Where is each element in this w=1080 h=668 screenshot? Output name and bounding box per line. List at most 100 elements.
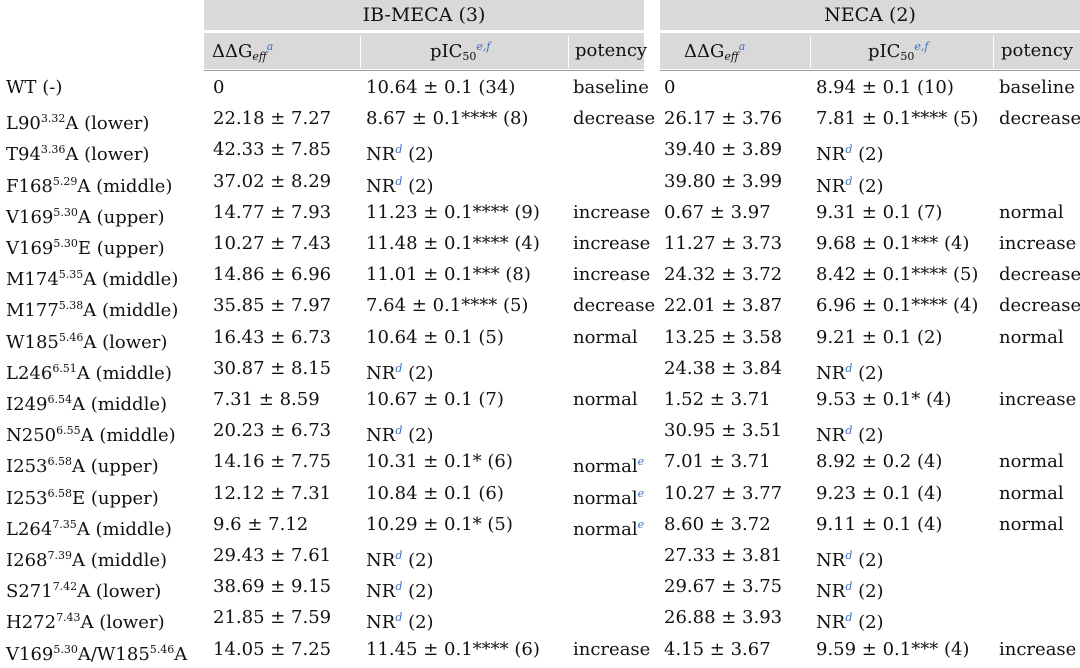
- ibmeca-potency-cell: decrease: [573, 108, 655, 130]
- ibmeca-pic50-cell: NRd (2): [366, 576, 434, 603]
- mutant-position: 6.54: [47, 393, 72, 406]
- ibmeca-pic50-cell: 10.84 ± 0.1 (6): [366, 483, 504, 505]
- pic-subscript: 50: [900, 50, 915, 63]
- ddg-footnote: a: [266, 40, 274, 53]
- ibmeca-pic50-n: (2): [402, 425, 434, 447]
- ibmeca-potency-cell: normal: [573, 327, 638, 349]
- ibmeca-ddg-cell: 21.85 ± 7.59: [213, 607, 331, 629]
- ibmeca-pic50-footnote: d: [395, 611, 403, 625]
- mutant-residue: M174: [6, 269, 59, 291]
- ibmeca-pic50-n: (2): [402, 362, 434, 384]
- neca-pic50-footnote: d: [845, 174, 853, 188]
- neca-pic50-cell: NRd (2): [816, 576, 884, 603]
- neca-ddg-cell: 26.17 ± 3.76: [664, 108, 782, 130]
- ibmeca-ddg-cell: 16.43 ± 6.73: [213, 327, 331, 349]
- mutant-label: M1775.38A (middle): [6, 295, 178, 322]
- mutant-label: I2536.58A (upper): [6, 451, 159, 478]
- ibmeca-pic50-footnote: d: [395, 424, 403, 438]
- group-name: IB-MECA: [362, 4, 453, 26]
- neca-pic50-value: 8.94 ± 0.1 (10): [816, 77, 954, 98]
- neca-pic50-footnote: d: [845, 143, 853, 157]
- ibmeca-potency-value: normal: [573, 326, 638, 348]
- mutant-residue: WT (-): [6, 77, 63, 98]
- neca-pic50-cell: NRd (2): [816, 139, 884, 166]
- neca-ddg-value: 10.27 ± 3.77: [664, 482, 783, 504]
- header-column-divider: [993, 36, 994, 68]
- ibmeca-potency-value: baseline: [573, 77, 649, 98]
- mutant-position: 5.30: [53, 205, 78, 219]
- neca-potency-value: decrease: [999, 264, 1080, 286]
- ddg-footnote: a: [738, 40, 746, 53]
- ibmeca-potency-value: increase: [573, 201, 651, 223]
- mutant-change: E (upper): [71, 487, 159, 509]
- neca-ddg-cell: 27.33 ± 3.81: [664, 545, 782, 567]
- neca-ddg-value: 26.88 ± 3.93: [664, 607, 783, 629]
- neca-ddg-value: 29.67 ± 3.75: [664, 576, 783, 598]
- ibmeca-ddg-value: 30.87 ± 8.15: [213, 357, 332, 379]
- neca-pic50-cell: 7.81 ± 0.1**** (5): [816, 108, 978, 130]
- ibmeca-pic50-value: 11.48 ± 0.1**** (4): [366, 233, 540, 254]
- mutant-residue: M177: [6, 300, 59, 322]
- ibmeca-ddg-cell: 14.05 ± 7.25: [213, 639, 331, 661]
- column-header-pic50: pIC50e,f: [868, 40, 928, 63]
- mutant-label: V1695.30A/W1855.46A: [6, 639, 187, 666]
- neca-ddg-cell: 39.40 ± 3.89: [664, 139, 782, 161]
- neca-pic50-cell: NRd (2): [816, 420, 884, 447]
- mutant-change: A (middle): [71, 394, 168, 415]
- ibmeca-ddg-value: 38.69 ± 9.15: [213, 576, 332, 598]
- neca-potency-value: baseline: [999, 77, 1075, 98]
- mutant-change: A (upper): [71, 456, 159, 478]
- neca-pic50-cell: 9.31 ± 0.1 (7): [816, 202, 942, 224]
- neca-potency-value: normal: [999, 201, 1064, 223]
- ibmeca-pic50-cell: NRd (2): [366, 139, 434, 166]
- ibmeca-pic50-cell: 11.45 ± 0.1**** (6): [366, 639, 540, 661]
- ibmeca-ddg-cell: 37.02 ± 8.29: [213, 171, 331, 193]
- ibmeca-pic50-cell: 10.64 ± 0.1 (5): [366, 327, 504, 349]
- ibmeca-pic50-footnote: d: [395, 580, 403, 594]
- neca-pic50-value: 9.31 ± 0.1 (7): [816, 201, 943, 223]
- ddg-symbol: ΔΔG: [212, 41, 253, 62]
- neca-potency-value: decrease: [999, 295, 1080, 317]
- ibmeca-pic50-value: 7.64 ± 0.1**** (5): [366, 295, 529, 317]
- ibmeca-potency-cell: normal: [573, 389, 638, 411]
- mutant-position: 7.39: [47, 549, 72, 562]
- ibmeca-ddg-value: 42.33 ± 7.85: [213, 139, 332, 161]
- neca-ddg-cell: 13.25 ± 3.58: [664, 327, 782, 349]
- ibmeca-ddg-cell: 42.33 ± 7.85: [213, 139, 331, 161]
- neca-potency-cell: increase: [999, 639, 1076, 661]
- mutant-change: A (middle): [80, 425, 176, 447]
- ibmeca-pic50-n: (2): [402, 144, 434, 166]
- group-name: NECA: [824, 4, 883, 26]
- mutant-label: F1685.29A (middle): [6, 171, 172, 198]
- neca-potency-value: normal: [999, 451, 1064, 473]
- ibmeca-potency-footnote: e: [637, 455, 645, 469]
- mutant-residue: V169: [6, 643, 54, 665]
- mutant-label: L903.32A (lower): [6, 108, 149, 135]
- ibmeca-pic50-cell: 10.67 ± 0.1 (7): [366, 389, 504, 411]
- neca-pic50-cell: 8.92 ± 0.2 (4): [816, 451, 942, 473]
- ibmeca-ddg-value: 14.86 ± 6.96: [213, 264, 332, 286]
- neca-ddg-cell: 30.95 ± 3.51: [664, 420, 782, 442]
- neca-potency-value: increase: [999, 233, 1077, 254]
- neca-ddg-value: 22.01 ± 3.87: [664, 295, 783, 317]
- header-column-divider: [568, 36, 569, 68]
- ibmeca-pic50-value: 10.29 ± 0.1* (5): [366, 513, 513, 535]
- neca-ddg-cell: 24.32 ± 3.72: [664, 264, 782, 286]
- neca-pic50-value: NR: [816, 144, 846, 166]
- mutant-change: A (upper): [77, 206, 165, 228]
- neca-ddg-value: 30.95 ± 3.51: [664, 420, 783, 442]
- ddg-subscript: eff: [724, 50, 739, 63]
- neca-pic50-cell: 9.21 ± 0.1 (2): [816, 327, 942, 349]
- mutant-residue: L90: [6, 113, 41, 135]
- ibmeca-ddg-cell: 9.6 ± 7.12: [213, 514, 308, 536]
- neca-pic50-value: 8.92 ± 0.2 (4): [816, 451, 943, 473]
- neca-pic50-value: NR: [816, 550, 846, 571]
- mutant-label: V1695.30E (upper): [6, 233, 165, 260]
- ibmeca-ddg-value: 14.16 ± 7.75: [213, 451, 332, 473]
- mutant-label: WT (-): [6, 77, 62, 99]
- ibmeca-potency-cell: increase: [573, 202, 650, 224]
- neca-pic50-value: NR: [816, 581, 846, 603]
- mutant-position: 7.43: [56, 611, 81, 625]
- ibmeca-potency-value: normal: [573, 456, 638, 478]
